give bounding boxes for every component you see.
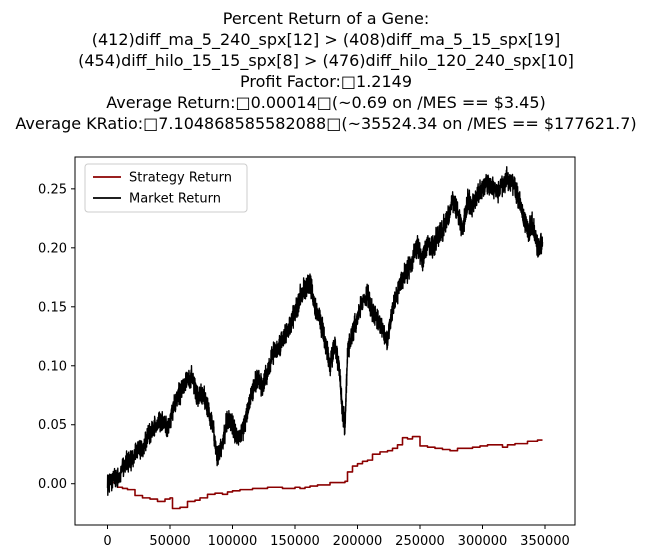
title-line: (454)diff_hilo_15_15_spx[8] > (476)diff_… bbox=[78, 51, 574, 71]
legend-box bbox=[84, 163, 248, 213]
x-tick-label: 200000 bbox=[333, 534, 383, 549]
x-tick-label: 250000 bbox=[395, 534, 445, 549]
y-tick-label: 0.10 bbox=[38, 359, 67, 374]
y-tick-label: 0.25 bbox=[38, 182, 67, 197]
legend: Strategy Return Market Return bbox=[84, 163, 248, 213]
plot-area bbox=[106, 166, 544, 510]
x-tick-label: 50000 bbox=[149, 534, 190, 549]
title-line: Percent Return of a Gene: bbox=[223, 9, 429, 28]
series-line-market-return bbox=[106, 166, 544, 496]
y-tick-label: 0.00 bbox=[38, 477, 67, 492]
title-line: (412)diff_ma_5_240_spx[12] > (408)diff_m… bbox=[92, 30, 561, 50]
y-tick-label: 0.05 bbox=[38, 418, 67, 433]
y-tick-label: 0.20 bbox=[38, 241, 67, 256]
x-tick-label: 0 bbox=[103, 534, 111, 549]
series-line-strategy-return bbox=[107, 435, 543, 510]
x-tick-label: 350000 bbox=[520, 534, 570, 549]
axes: 0 50000 100000 150000 200000 250000 300000 3500… bbox=[38, 156, 576, 549]
chart-title: Percent Return of a Gene: (412)diff_ma_5_… bbox=[15, 9, 636, 133]
axes-frame bbox=[74, 156, 576, 526]
title-line: Average KRatio:□7.104868585582088□(~3552… bbox=[15, 114, 636, 133]
legend-label: Strategy Return bbox=[129, 171, 232, 186]
x-tick-label: 300000 bbox=[458, 534, 508, 549]
legend-label: Market Return bbox=[129, 192, 221, 207]
title-line: Profit Factor:□1.2149 bbox=[240, 72, 412, 91]
x-tick-label: 100000 bbox=[208, 534, 258, 549]
y-tick-label: 0.15 bbox=[38, 300, 67, 315]
x-tick-label: 150000 bbox=[270, 534, 320, 549]
title-line: Average Return:□0.00014□(~0.69 on /MES =… bbox=[106, 93, 546, 112]
